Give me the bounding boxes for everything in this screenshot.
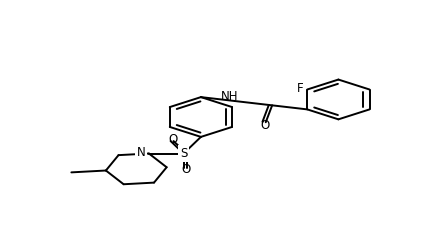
Text: N: N [137, 146, 146, 159]
Text: O: O [181, 163, 190, 176]
Text: O: O [260, 119, 269, 132]
Text: O: O [168, 133, 177, 146]
Text: S: S [180, 147, 187, 160]
Text: F: F [297, 82, 303, 95]
Text: NH: NH [221, 90, 239, 103]
